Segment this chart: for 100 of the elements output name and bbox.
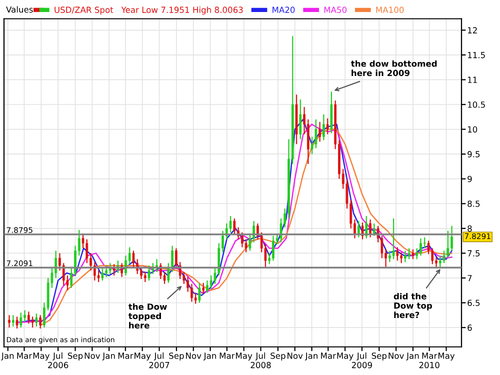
y-tick-label: 12 bbox=[468, 27, 477, 34]
candlestick bbox=[229, 215, 232, 233]
candlestick bbox=[198, 282, 201, 304]
candlestick bbox=[438, 255, 442, 268]
annotation: the Dow topped here bbox=[128, 303, 167, 328]
legend-title: Values bbox=[6, 6, 33, 13]
candlestick bbox=[233, 218, 236, 235]
candlestick bbox=[112, 264, 116, 276]
x-tick-label: May bbox=[438, 352, 455, 360]
candlestick bbox=[442, 250, 446, 264]
candlestick bbox=[392, 218, 395, 260]
x-tick-label: Jan bbox=[406, 352, 419, 360]
candlestick bbox=[357, 220, 360, 238]
candlestick bbox=[314, 118, 318, 149]
x-tick-label: Nov bbox=[84, 352, 100, 359]
x-tick-label: Sep bbox=[270, 352, 286, 360]
candlestick bbox=[97, 270, 100, 282]
y-tick-label: 6 bbox=[468, 324, 472, 331]
candlestick bbox=[31, 316, 34, 328]
x-tick-label: Sep bbox=[169, 352, 184, 360]
y-tick-label: 9.5 bbox=[468, 151, 480, 158]
x-tick-label: Jul 2006 bbox=[48, 352, 68, 368]
x-tick-label: Mar bbox=[220, 352, 235, 359]
x-tick-label: Jul 2008 bbox=[250, 352, 271, 368]
x-tick-label: May bbox=[33, 352, 50, 360]
x-tick-label: Jan bbox=[1, 352, 14, 360]
candlestick bbox=[12, 314, 14, 328]
x-tick-label: Mar 2010 bbox=[419, 352, 440, 368]
candlestick bbox=[171, 245, 174, 273]
x-tick-label: Mar bbox=[321, 352, 336, 359]
candlestick bbox=[24, 310, 26, 322]
candlestick bbox=[369, 218, 372, 238]
x-tick-label: May bbox=[337, 352, 354, 360]
candlestick bbox=[190, 283, 193, 302]
y-tick-label: 10 bbox=[468, 126, 478, 133]
x-tick-label: May bbox=[236, 352, 252, 360]
y-tick-label: 7.5 bbox=[468, 250, 480, 256]
candlestick bbox=[365, 215, 368, 239]
candlestick bbox=[101, 268, 104, 282]
legend-label: MA100 bbox=[376, 6, 404, 13]
x-tick-label: Mar bbox=[118, 352, 134, 359]
candlestick bbox=[372, 222, 376, 236]
candlestick bbox=[27, 311, 30, 324]
candlestick bbox=[86, 238, 88, 264]
annotation: did the Dow top here? bbox=[394, 292, 432, 318]
candlestick bbox=[412, 248, 414, 260]
candlestick bbox=[240, 232, 244, 248]
x-tick-label: May bbox=[134, 352, 151, 360]
y-tick-label: 11 bbox=[468, 76, 477, 83]
x-tick-label: Jan bbox=[203, 352, 216, 360]
candlestick bbox=[202, 282, 205, 294]
candlestick bbox=[93, 262, 96, 282]
annotation: the dow bottomed here in 2009 bbox=[351, 60, 437, 76]
x-tick-label: Jul 2007 bbox=[149, 352, 170, 368]
candlestick bbox=[400, 252, 403, 264]
candlestick bbox=[144, 271, 146, 282]
x-tick-label: Nov bbox=[388, 352, 404, 359]
x-tick-label: Sep bbox=[68, 352, 83, 360]
candlestick bbox=[16, 316, 18, 330]
candlestick bbox=[140, 266, 142, 280]
x-tick-label: Sep bbox=[372, 352, 387, 360]
legend-label: USD/ZAR Spot Year Low 7.1951 High 8.0063 bbox=[54, 6, 243, 15]
candlestick bbox=[159, 262, 162, 280]
candlestick bbox=[152, 262, 154, 275]
candlestick bbox=[35, 313, 38, 328]
candlestick bbox=[299, 98, 302, 140]
y-tick-label: 10.5 bbox=[468, 101, 485, 108]
candlestick bbox=[8, 314, 10, 328]
y-tick-label: 7 bbox=[468, 275, 472, 282]
candlestick bbox=[318, 121, 321, 142]
candlestick bbox=[361, 222, 364, 240]
candlestick bbox=[272, 235, 274, 262]
candlestick bbox=[244, 238, 248, 253]
legend-label: MA50 bbox=[324, 6, 347, 13]
candlestick bbox=[39, 314, 42, 330]
x-tick-label: Jan bbox=[102, 352, 115, 360]
y-tick-label: 9 bbox=[468, 176, 472, 182]
candlestick bbox=[20, 312, 22, 328]
candlestick bbox=[105, 265, 108, 278]
candlestick bbox=[388, 250, 391, 263]
x-tick-label: Jan bbox=[304, 352, 318, 360]
candlestick bbox=[148, 265, 150, 282]
candlestick bbox=[167, 262, 170, 284]
x-tick-label: Mar bbox=[17, 352, 32, 359]
candlestick bbox=[396, 246, 399, 262]
candlestick bbox=[132, 250, 135, 268]
y-tick-label: 8.5 bbox=[468, 200, 480, 207]
x-tick-label: Nov bbox=[186, 352, 202, 359]
y-tick-label: 8 bbox=[468, 225, 472, 232]
candlestick bbox=[210, 274, 212, 290]
x-tick-label: Nov bbox=[288, 352, 303, 359]
candlestick bbox=[206, 280, 208, 294]
candlestick bbox=[446, 230, 450, 259]
candlestick bbox=[322, 114, 325, 141]
y-tick-label: 6.5 bbox=[468, 300, 480, 306]
candlestick bbox=[420, 238, 422, 256]
y-tick-label: 11.5 bbox=[468, 52, 485, 58]
candlestick bbox=[326, 118, 329, 135]
candlestick bbox=[109, 262, 112, 275]
candlestick bbox=[404, 250, 406, 263]
